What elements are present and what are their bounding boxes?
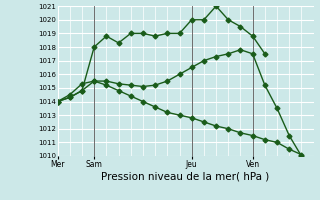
X-axis label: Pression niveau de la mer( hPa ): Pression niveau de la mer( hPa )	[101, 172, 270, 182]
